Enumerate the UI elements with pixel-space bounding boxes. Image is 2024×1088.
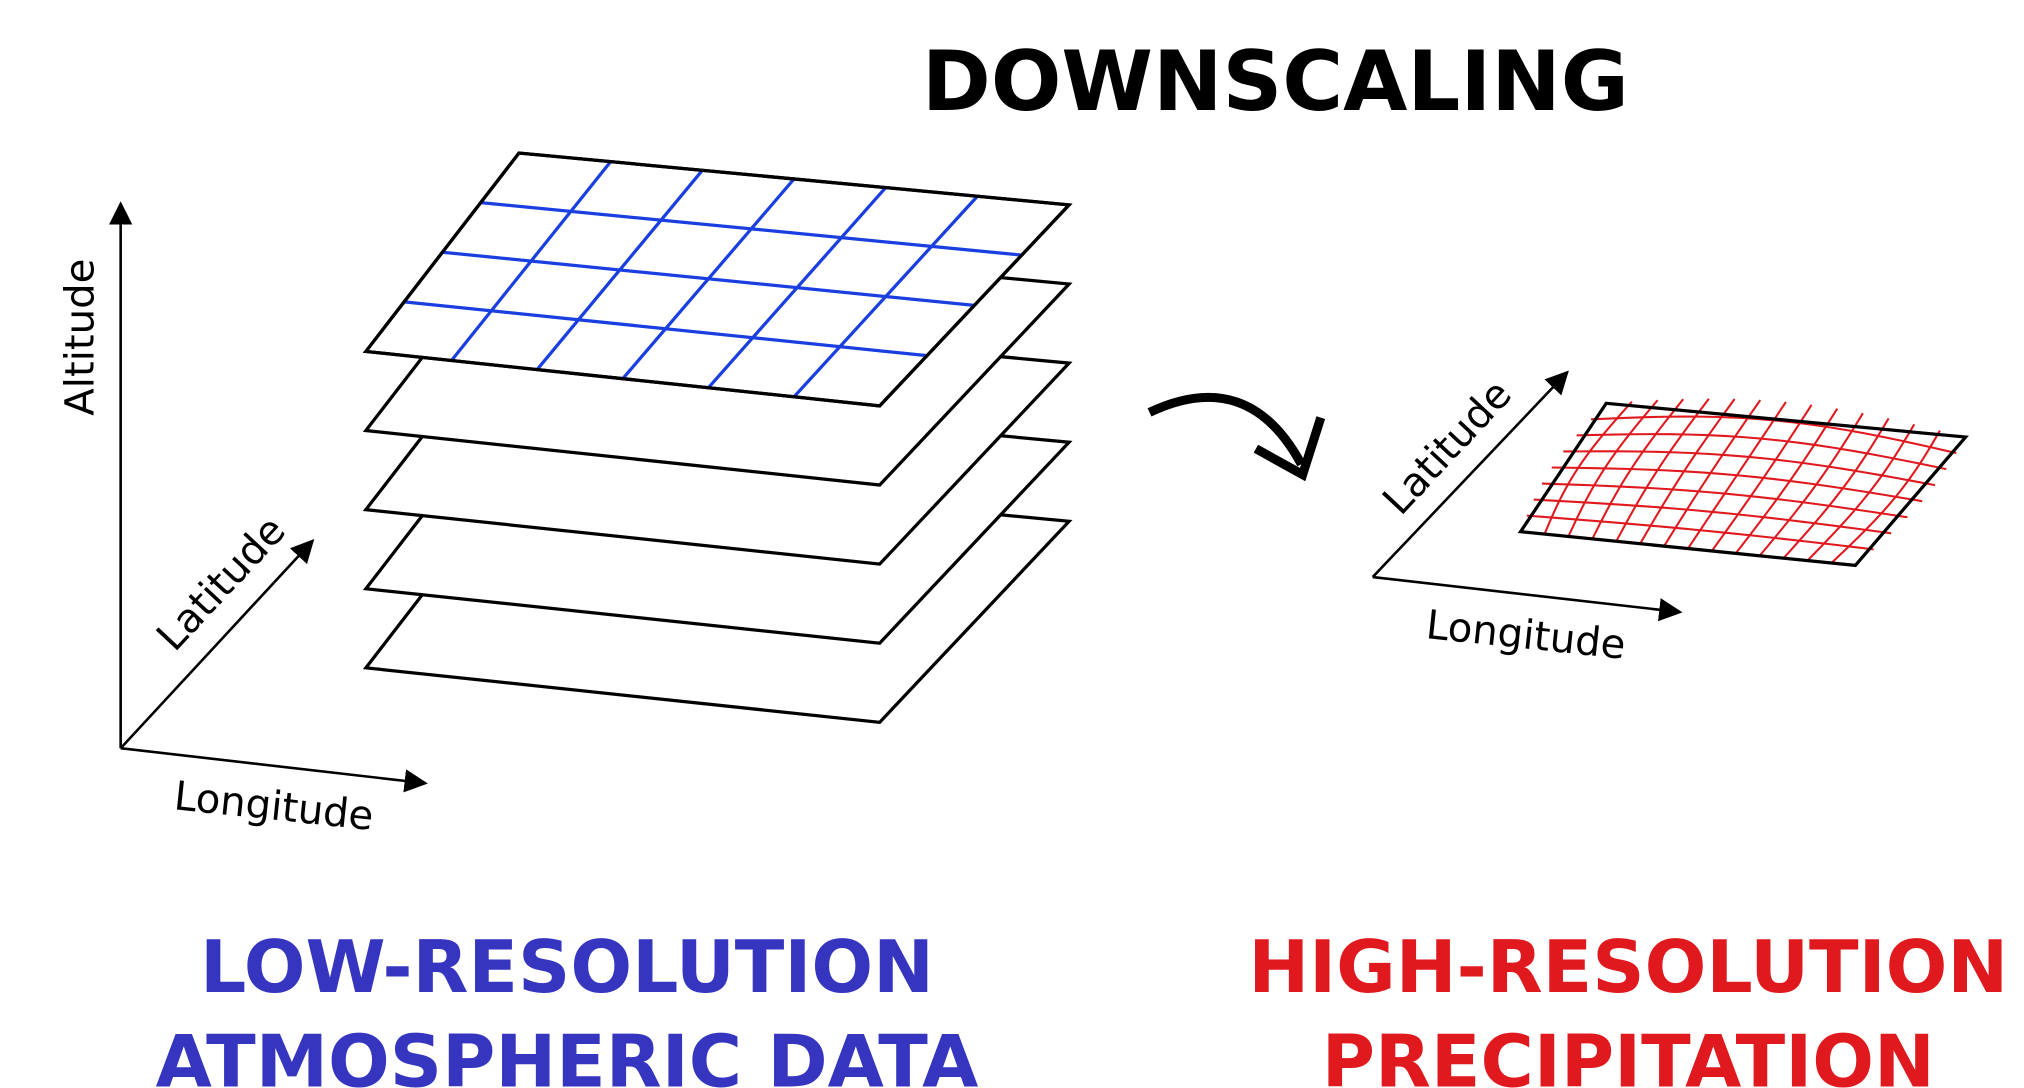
axis-label: Longitude xyxy=(1424,602,1628,669)
axis-label: Latitude xyxy=(1374,371,1521,523)
caption: PRECIPITATION xyxy=(1322,1021,1935,1088)
axis-label: Altitude xyxy=(57,259,103,416)
precipitation-grid xyxy=(1521,399,1966,566)
title: DOWNSCALING xyxy=(922,33,1629,130)
axis-label: Longitude xyxy=(172,773,376,840)
transform-arrow xyxy=(1150,397,1302,464)
diagram: DOWNSCALING Altitude Latitude Longitude … xyxy=(0,0,2024,1088)
data-layers xyxy=(366,153,1069,722)
caption: HIGH-RESOLUTION xyxy=(1248,926,2008,1010)
caption: ATMOSPHERIC DATA xyxy=(156,1021,979,1088)
caption: LOW-RESOLUTION xyxy=(200,926,934,1010)
